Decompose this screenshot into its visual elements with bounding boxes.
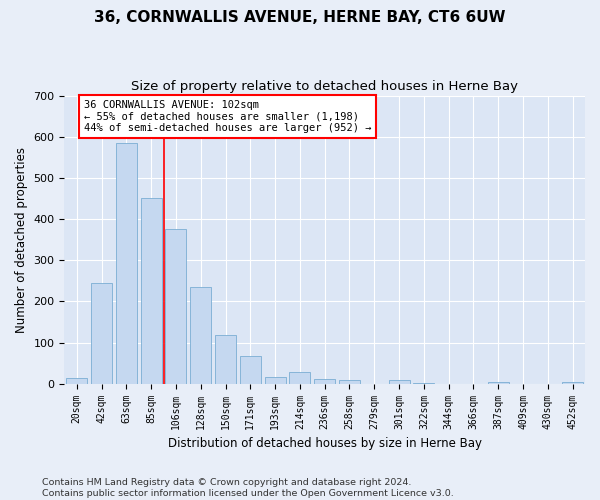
Bar	[91, 283, 112, 384]
Bar	[314, 379, 335, 384]
Bar	[166, 230, 187, 384]
Bar	[215, 335, 236, 384]
Bar	[190, 287, 211, 384]
Bar	[289, 372, 310, 384]
Bar	[413, 383, 434, 384]
Bar	[488, 382, 509, 384]
Bar	[389, 380, 410, 384]
X-axis label: Distribution of detached houses by size in Herne Bay: Distribution of detached houses by size …	[168, 437, 482, 450]
Bar	[66, 378, 88, 384]
Bar	[240, 356, 261, 384]
Y-axis label: Number of detached properties: Number of detached properties	[15, 146, 28, 332]
Bar	[339, 380, 360, 384]
Bar	[140, 198, 162, 384]
Bar	[562, 382, 583, 384]
Text: 36, CORNWALLIS AVENUE, HERNE BAY, CT6 6UW: 36, CORNWALLIS AVENUE, HERNE BAY, CT6 6U…	[94, 10, 506, 25]
Bar	[116, 143, 137, 384]
Text: Contains HM Land Registry data © Crown copyright and database right 2024.
Contai: Contains HM Land Registry data © Crown c…	[42, 478, 454, 498]
Text: 36 CORNWALLIS AVENUE: 102sqm
← 55% of detached houses are smaller (1,198)
44% of: 36 CORNWALLIS AVENUE: 102sqm ← 55% of de…	[84, 100, 371, 133]
Bar	[265, 376, 286, 384]
Title: Size of property relative to detached houses in Herne Bay: Size of property relative to detached ho…	[131, 80, 518, 93]
